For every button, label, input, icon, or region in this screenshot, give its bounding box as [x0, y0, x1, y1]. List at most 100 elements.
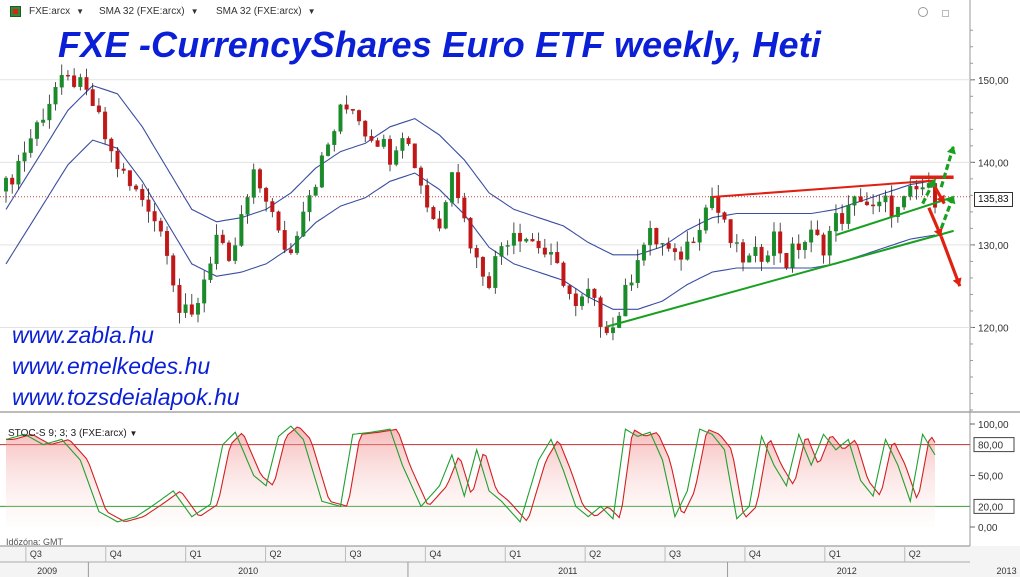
candle-down — [815, 229, 820, 236]
quarter-label: Q2 — [270, 549, 282, 559]
candle-up — [802, 242, 807, 251]
candle-up — [790, 243, 795, 268]
timezone-label: Időzóna: GMT — [6, 537, 64, 547]
candle-up — [34, 122, 39, 139]
candle-down — [889, 195, 894, 217]
candle-down — [257, 169, 262, 189]
sma-indicator-1[interactable]: SMA 32 (FXE:arcx) ▼ — [99, 6, 199, 17]
stochastic-layer — [0, 425, 970, 527]
red-arrow-head — [952, 277, 962, 287]
candle-up — [641, 244, 646, 261]
candle-up — [908, 185, 913, 197]
candle-up — [195, 302, 200, 315]
candle-up — [251, 169, 256, 198]
candle-up — [307, 195, 312, 213]
sma-2-label: SMA 32 (FXE:arcx) — [216, 6, 302, 17]
quarter-label: Q2 — [909, 549, 921, 559]
maximize-icon[interactable] — [942, 10, 949, 17]
candle-down — [363, 120, 368, 137]
sma-indicator-2[interactable]: SMA 32 (FXE:arcx) ▼ — [216, 6, 316, 17]
candle-down — [418, 167, 423, 186]
year-label: 2010 — [238, 566, 258, 576]
quarter-label: Q2 — [589, 549, 601, 559]
candle-up — [895, 206, 900, 217]
candle-down — [728, 219, 733, 244]
quarter-label: Q1 — [190, 549, 202, 559]
red-arrow-head — [936, 194, 945, 204]
candle-down — [103, 111, 108, 140]
candle-down — [121, 168, 126, 171]
stochastic-indicator-label[interactable]: STOC-S 9; 3; 3 (FXE:arcx) ▼ — [8, 428, 137, 439]
candle-up — [765, 255, 770, 262]
candle-up — [623, 284, 628, 317]
candle-down — [344, 104, 349, 110]
sma-upper-line — [5, 84, 936, 256]
candle-down — [536, 240, 541, 249]
candle-up — [703, 207, 708, 231]
candle-down — [437, 218, 442, 229]
candle-down — [654, 227, 659, 245]
green-arrow-head — [946, 195, 956, 205]
candle-down — [468, 217, 473, 249]
candle-down — [672, 248, 677, 253]
candle-down — [691, 241, 696, 244]
candle-down — [158, 220, 163, 232]
candle-down — [276, 211, 281, 231]
candle-down — [177, 284, 182, 313]
website-tozsdeialapok[interactable]: www.tozsdeialapok.hu — [12, 384, 240, 410]
chevron-down-icon: ▼ — [129, 429, 138, 438]
candle-up — [697, 229, 702, 243]
candle-up — [313, 186, 318, 196]
candle-down — [431, 207, 436, 220]
candle-down — [109, 138, 114, 152]
stoch-y-tick-label: 100,00 — [978, 420, 1009, 431]
candle-up — [400, 138, 405, 151]
candle-down — [146, 199, 151, 212]
candle-down — [480, 257, 485, 277]
candle-down — [858, 196, 863, 203]
candle-down — [134, 185, 139, 190]
candle-down — [152, 211, 157, 222]
symbol-selector[interactable]: FXE:arcx ▼ — [29, 6, 84, 17]
y-tick-label: 130,00 — [978, 241, 1009, 252]
candle-up — [239, 214, 244, 246]
candle-down — [592, 288, 597, 298]
year-label: 2011 — [558, 566, 577, 576]
candle-up — [586, 288, 591, 297]
candle-up — [449, 172, 454, 203]
candle-layer — [3, 64, 938, 341]
candle-up — [3, 177, 8, 192]
website-zabla[interactable]: www.zabla.hu — [12, 322, 154, 348]
website-emelkedes[interactable]: www.emelkedes.hu — [12, 353, 211, 379]
candle-down — [561, 262, 566, 286]
candle-up — [710, 196, 715, 208]
green-trendline — [606, 229, 954, 328]
candle-down — [72, 75, 77, 87]
candle-up — [319, 155, 324, 188]
last-price-tag: 135,83 — [974, 192, 1013, 207]
candle-up — [499, 246, 504, 257]
candle-down — [821, 234, 826, 256]
candle-up — [610, 327, 615, 334]
candle-down — [388, 138, 393, 165]
candle-up — [772, 231, 777, 256]
candle-up — [326, 144, 331, 156]
candle-down — [65, 74, 70, 77]
candle-up — [332, 131, 337, 145]
quarter-label: Q1 — [829, 549, 841, 559]
quarter-label: Q3 — [669, 549, 681, 559]
candle-up — [394, 150, 399, 165]
candle-up — [295, 235, 300, 254]
trendline-layer — [606, 175, 954, 328]
chevron-down-icon: ▼ — [76, 7, 85, 16]
candle-up — [883, 195, 888, 203]
candle-down — [474, 247, 479, 258]
candle-down — [96, 105, 101, 113]
candle-down — [914, 185, 919, 190]
candle-down — [796, 243, 801, 251]
candle-down — [171, 255, 176, 286]
clock-icon[interactable] — [918, 7, 928, 17]
app-logo-icon — [10, 6, 21, 17]
candle-down — [456, 172, 461, 199]
